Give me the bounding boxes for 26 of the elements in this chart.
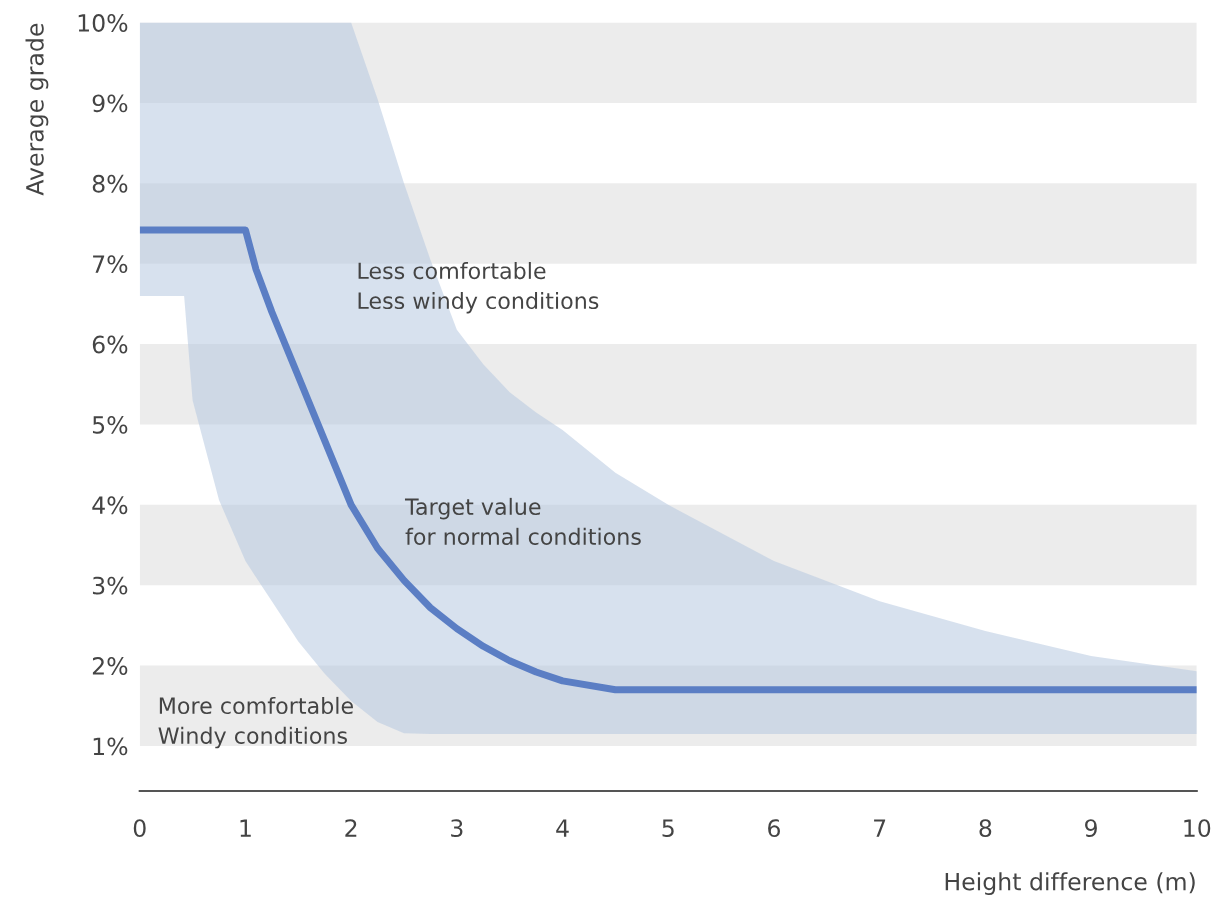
- annotation: Target value for normal conditions: [404, 497, 641, 546]
- x-tick-label: 2: [345, 819, 357, 837]
- x-tick-label: 3: [451, 819, 463, 838]
- annotation: More comfortable Windy conditions: [158, 696, 353, 749]
- y-axis-title: Average grade: [25, 23, 49, 196]
- x-tick-label: 0: [133, 819, 146, 838]
- y-tick-label: 4%: [92, 496, 128, 515]
- y-tick-label: 7%: [93, 255, 128, 274]
- x-tick-label: 1: [240, 819, 251, 837]
- y-tick-label: 5%: [92, 415, 128, 434]
- y-tick-label: 9%: [92, 94, 128, 113]
- y-tick-label: 10%: [78, 14, 128, 32]
- y-tick-label: 8%: [92, 174, 128, 193]
- x-tick-label: 5: [662, 819, 674, 838]
- y-tick-label: 1%: [93, 737, 128, 756]
- x-axis-title: Height difference (m): [945, 872, 1195, 896]
- x-tick-label: 4: [556, 819, 569, 837]
- x-tick-label: 7: [874, 819, 886, 837]
- x-tick-label: 8: [979, 819, 992, 838]
- x-tick-label: 9: [1085, 819, 1097, 838]
- annotation: Less comfortable Less windy conditions: [358, 261, 599, 314]
- y-tick-label: 3%: [92, 576, 128, 595]
- x-tick-label: 10: [1184, 819, 1211, 838]
- x-tick-label: 6: [768, 819, 780, 838]
- y-tick-label: 2%: [92, 657, 128, 675]
- y-tick-label: 6%: [92, 335, 128, 354]
